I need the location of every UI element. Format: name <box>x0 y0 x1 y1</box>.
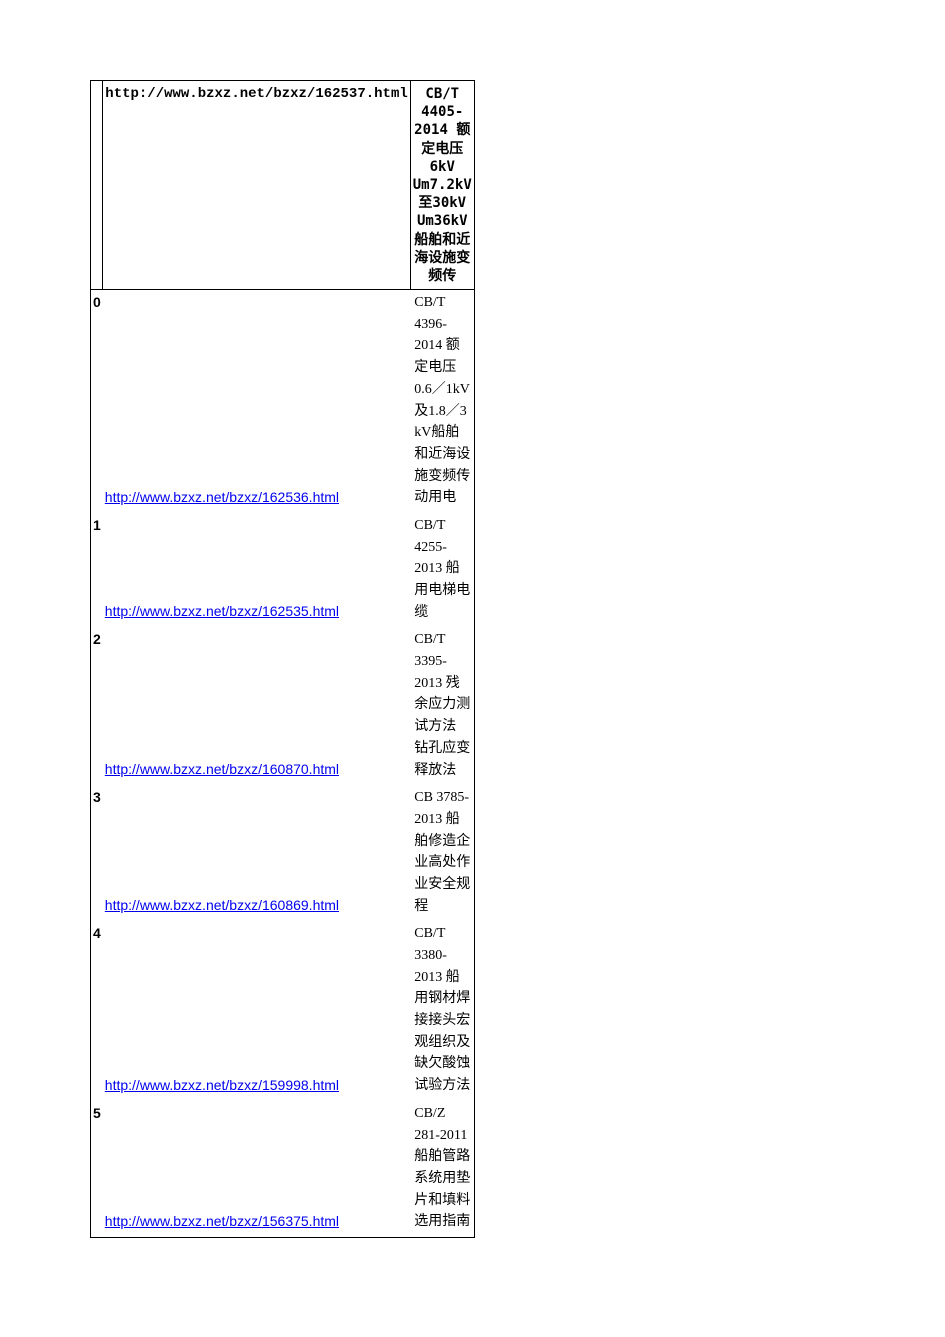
row-index: 4 <box>91 921 103 1101</box>
header-title-cell: CB/T 4405-2014 额定电压6kV Um7.2kV至30kV Um36… <box>410 81 474 290</box>
row-index: 0 <box>91 290 103 513</box>
row-url-link[interactable]: http://www.bzxz.net/bzxz/162535.html <box>105 603 339 619</box>
row-url-cell: http://www.bzxz.net/bzxz/162536.html <box>103 290 410 513</box>
row-url-cell: http://www.bzxz.net/bzxz/156375.html <box>103 1101 410 1238</box>
header-url-text: http://www.bzxz.net/bzxz/162537.html <box>105 86 407 102</box>
row-index: 3 <box>91 785 103 921</box>
header-title-text: CB/T 4405-2014 额定电压6kV Um7.2kV至30kV Um36… <box>413 86 472 284</box>
row-url-link[interactable]: http://www.bzxz.net/bzxz/160870.html <box>105 761 339 777</box>
row-title-text: CB/Z 281-2011 船舶管路系统用垫片和填料选用指南 <box>414 1106 470 1229</box>
row-title-text: CB/T 3380-2013 船用钢材焊接接头宏观组织及缺欠酸蚀试验方法 <box>414 926 470 1093</box>
row-url-link[interactable]: http://www.bzxz.net/bzxz/159998.html <box>105 1077 339 1093</box>
row-title-text: CB/T 4255-2013 船用电梯电缆 <box>414 518 470 620</box>
row-title-text: CB/T 3395-2013 残余应力测试方法 钻孔应变释放法 <box>414 632 470 777</box>
row-index: 2 <box>91 627 103 785</box>
row-title-cell: CB/T 4396-2014 额定电压0.6／1kV及1.8／3 kV船舶和近海… <box>410 290 474 513</box>
row-title-cell: CB/Z 281-2011 船舶管路系统用垫片和填料选用指南 <box>410 1101 474 1238</box>
table-row: 2 http://www.bzxz.net/bzxz/160870.html C… <box>91 627 475 785</box>
row-url-link[interactable]: http://www.bzxz.net/bzxz/156375.html <box>105 1213 339 1229</box>
row-index: 5 <box>91 1101 103 1238</box>
row-title-text: CB 3785-2013 船舶修造企业高处作业安全规程 <box>414 790 470 913</box>
table-header-row: http://www.bzxz.net/bzxz/162537.html CB/… <box>91 81 475 290</box>
row-title-text: CB/T 4396-2014 额定电压0.6／1kV及1.8／3 kV船舶和近海… <box>414 295 470 505</box>
table-row: 4 http://www.bzxz.net/bzxz/159998.html C… <box>91 921 475 1101</box>
row-title-cell: CB 3785-2013 船舶修造企业高处作业安全规程 <box>410 785 474 921</box>
row-title-cell: CB/T 3380-2013 船用钢材焊接接头宏观组织及缺欠酸蚀试验方法 <box>410 921 474 1101</box>
table-body: 0 http://www.bzxz.net/bzxz/162536.html C… <box>91 290 475 1238</box>
table-row: 3 http://www.bzxz.net/bzxz/160869.html C… <box>91 785 475 921</box>
row-index: 1 <box>91 513 103 627</box>
row-url-link[interactable]: http://www.bzxz.net/bzxz/160869.html <box>105 897 339 913</box>
row-title-cell: CB/T 4255-2013 船用电梯电缆 <box>410 513 474 627</box>
table-row: 1 http://www.bzxz.net/bzxz/162535.html C… <box>91 513 475 627</box>
row-url-cell: http://www.bzxz.net/bzxz/160869.html <box>103 785 410 921</box>
standards-table: http://www.bzxz.net/bzxz/162537.html CB/… <box>90 80 475 1238</box>
row-url-link[interactable]: http://www.bzxz.net/bzxz/162536.html <box>105 489 339 505</box>
row-url-cell: http://www.bzxz.net/bzxz/159998.html <box>103 921 410 1101</box>
row-url-cell: http://www.bzxz.net/bzxz/160870.html <box>103 627 410 785</box>
header-index-cell <box>91 81 103 290</box>
row-url-cell: http://www.bzxz.net/bzxz/162535.html <box>103 513 410 627</box>
header-url-cell: http://www.bzxz.net/bzxz/162537.html <box>103 81 410 290</box>
standards-table-container: http://www.bzxz.net/bzxz/162537.html CB/… <box>90 80 326 1238</box>
row-title-cell: CB/T 3395-2013 残余应力测试方法 钻孔应变释放法 <box>410 627 474 785</box>
table-row: 0 http://www.bzxz.net/bzxz/162536.html C… <box>91 290 475 513</box>
table-row: 5 http://www.bzxz.net/bzxz/156375.html C… <box>91 1101 475 1238</box>
